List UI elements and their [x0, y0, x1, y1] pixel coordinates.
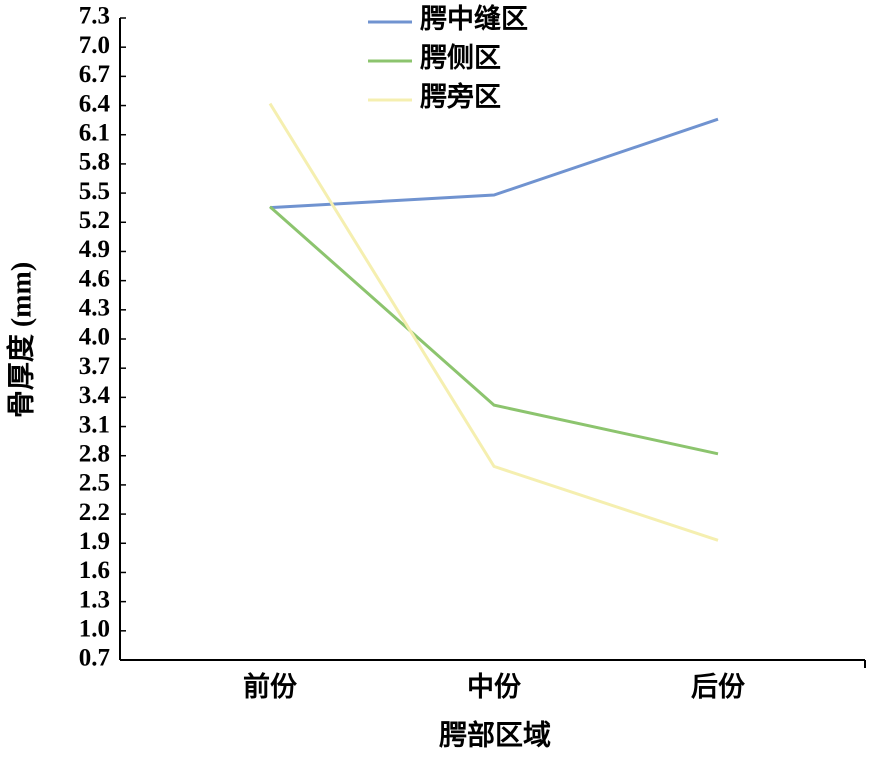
y-tick-label: 3.1	[79, 411, 110, 438]
y-tick-label: 0.7	[79, 645, 110, 672]
x-axis-label: 腭部区域	[439, 719, 551, 751]
y-tick-label: 2.8	[79, 440, 110, 467]
y-tick-label: 7.0	[79, 32, 110, 59]
legend-label: 腭旁区	[420, 81, 501, 112]
y-tick-label: 6.4	[79, 90, 111, 117]
y-tick-label: 5.8	[79, 149, 110, 176]
legend-label: 腭中缝区	[420, 3, 528, 34]
series-line	[269, 117, 719, 210]
y-tick-label: 4.3	[79, 295, 110, 322]
y-tick-label: 3.4	[79, 382, 111, 409]
y-tick-label: 1.0	[79, 616, 110, 643]
y-tick-label: 2.2	[79, 499, 110, 526]
y-tick-label: 4.0	[79, 324, 110, 351]
y-tick-label: 5.5	[79, 178, 110, 205]
x-tick-label: 前份	[243, 671, 297, 702]
y-tick-label: 7.3	[79, 3, 110, 30]
y-tick-label: 2.5	[79, 470, 110, 497]
y-tick-label: 4.9	[79, 236, 110, 263]
series-line	[268, 102, 719, 542]
y-tick-label: 6.1	[79, 119, 110, 146]
y-tick-label: 6.7	[79, 61, 110, 88]
legend-label: 腭侧区	[420, 43, 501, 73]
y-tick-label: 3.7	[79, 353, 110, 380]
y-tick-label: 4.6	[79, 265, 110, 292]
y-tick-label: 5.2	[79, 207, 110, 234]
y-tick-label: 1.6	[79, 557, 110, 584]
y-tick-label: 1.3	[79, 586, 110, 613]
x-tick-label: 中份	[467, 672, 521, 702]
y-axis-label: 骨厚度 (mm)	[5, 262, 37, 418]
y-tick-label: 1.9	[79, 528, 110, 555]
x-tick-label: 后份	[691, 672, 745, 702]
series-line	[269, 205, 719, 456]
